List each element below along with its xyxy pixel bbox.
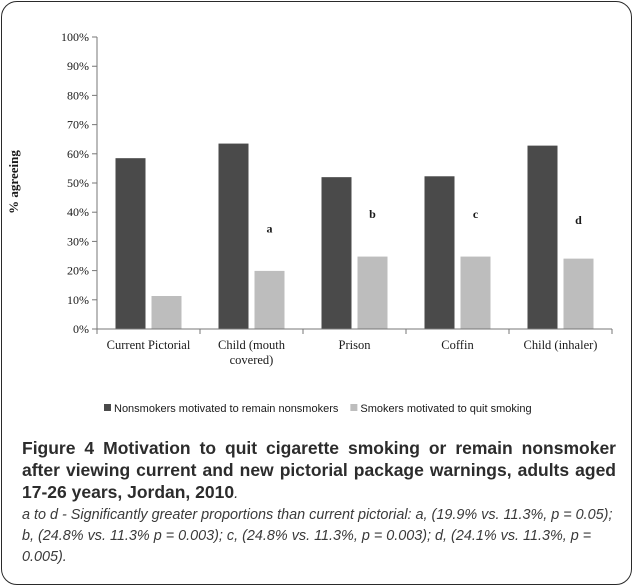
figure-label: Figure 4 [22,438,95,458]
legend-swatch [104,404,111,411]
y-tick-label: 80% [67,88,89,102]
bars: a b c d [115,143,594,329]
legend-label: Nonsmokers motivated to remain nonsmoker… [114,403,339,415]
y-axis-label: % agreeing [6,150,21,214]
y-tick-label: 50% [67,176,89,190]
y-tick-label: 70% [67,118,89,132]
bar-smokers [151,296,182,329]
legend: Nonsmokers motivated to remain nonsmoker… [104,403,532,415]
y-tick-label: 100% [61,30,89,44]
legend-label: Smokers motivated to quit smoking [360,403,531,415]
bar-nonsmokers [115,158,146,329]
x-tick-label: Child (mouth covered) [218,338,286,367]
bar-smokers [460,256,491,329]
y-tick-label: 30% [67,234,89,248]
bar-chart: 0% 10% 20% 30% 40% 50% 60% 70% 80% 90% 100% a b c d C… [6,30,613,415]
bar-nonsmokers [527,145,558,329]
bar-nonsmokers [424,176,455,329]
figure-title: Motivation to quit cigarette smoking or … [22,438,616,502]
significance-annotation: b [369,207,376,221]
y-tick-label: 10% [67,293,89,307]
caption-period: . [234,485,239,502]
figure-note: a to d - Significantly greater proportio… [22,507,613,565]
y-tick-label: 40% [67,205,89,219]
y-tick-label: 0% [73,322,89,336]
significance-annotation: c [473,207,479,221]
x-tick-label: Child (inhaler) [524,338,598,352]
legend-swatch [350,404,358,411]
bar-nonsmokers [218,143,249,329]
bar-smokers [563,258,594,329]
x-tick-label: Current Pictorial [107,338,191,352]
figure-caption: Figure 4 Motivation to quit cigarette sm… [22,437,616,568]
bar-smokers [357,256,388,329]
bar-smokers [254,270,285,329]
bar-nonsmokers [321,177,352,329]
y-axis: 0% 10% 20% 30% 40% 50% 60% 70% 80% 90% 100% [61,30,98,336]
x-tick-label: Coffin [441,338,474,352]
x-tick-label: Prison [339,338,372,352]
significance-annotation: d [575,213,582,227]
y-tick-label: 90% [67,59,89,73]
y-tick-label: 20% [67,264,89,278]
x-axis: Current Pictorial Child (mouth covered) Pri… [96,328,613,367]
y-tick-label: 60% [67,147,89,161]
significance-annotation: a [267,222,273,236]
